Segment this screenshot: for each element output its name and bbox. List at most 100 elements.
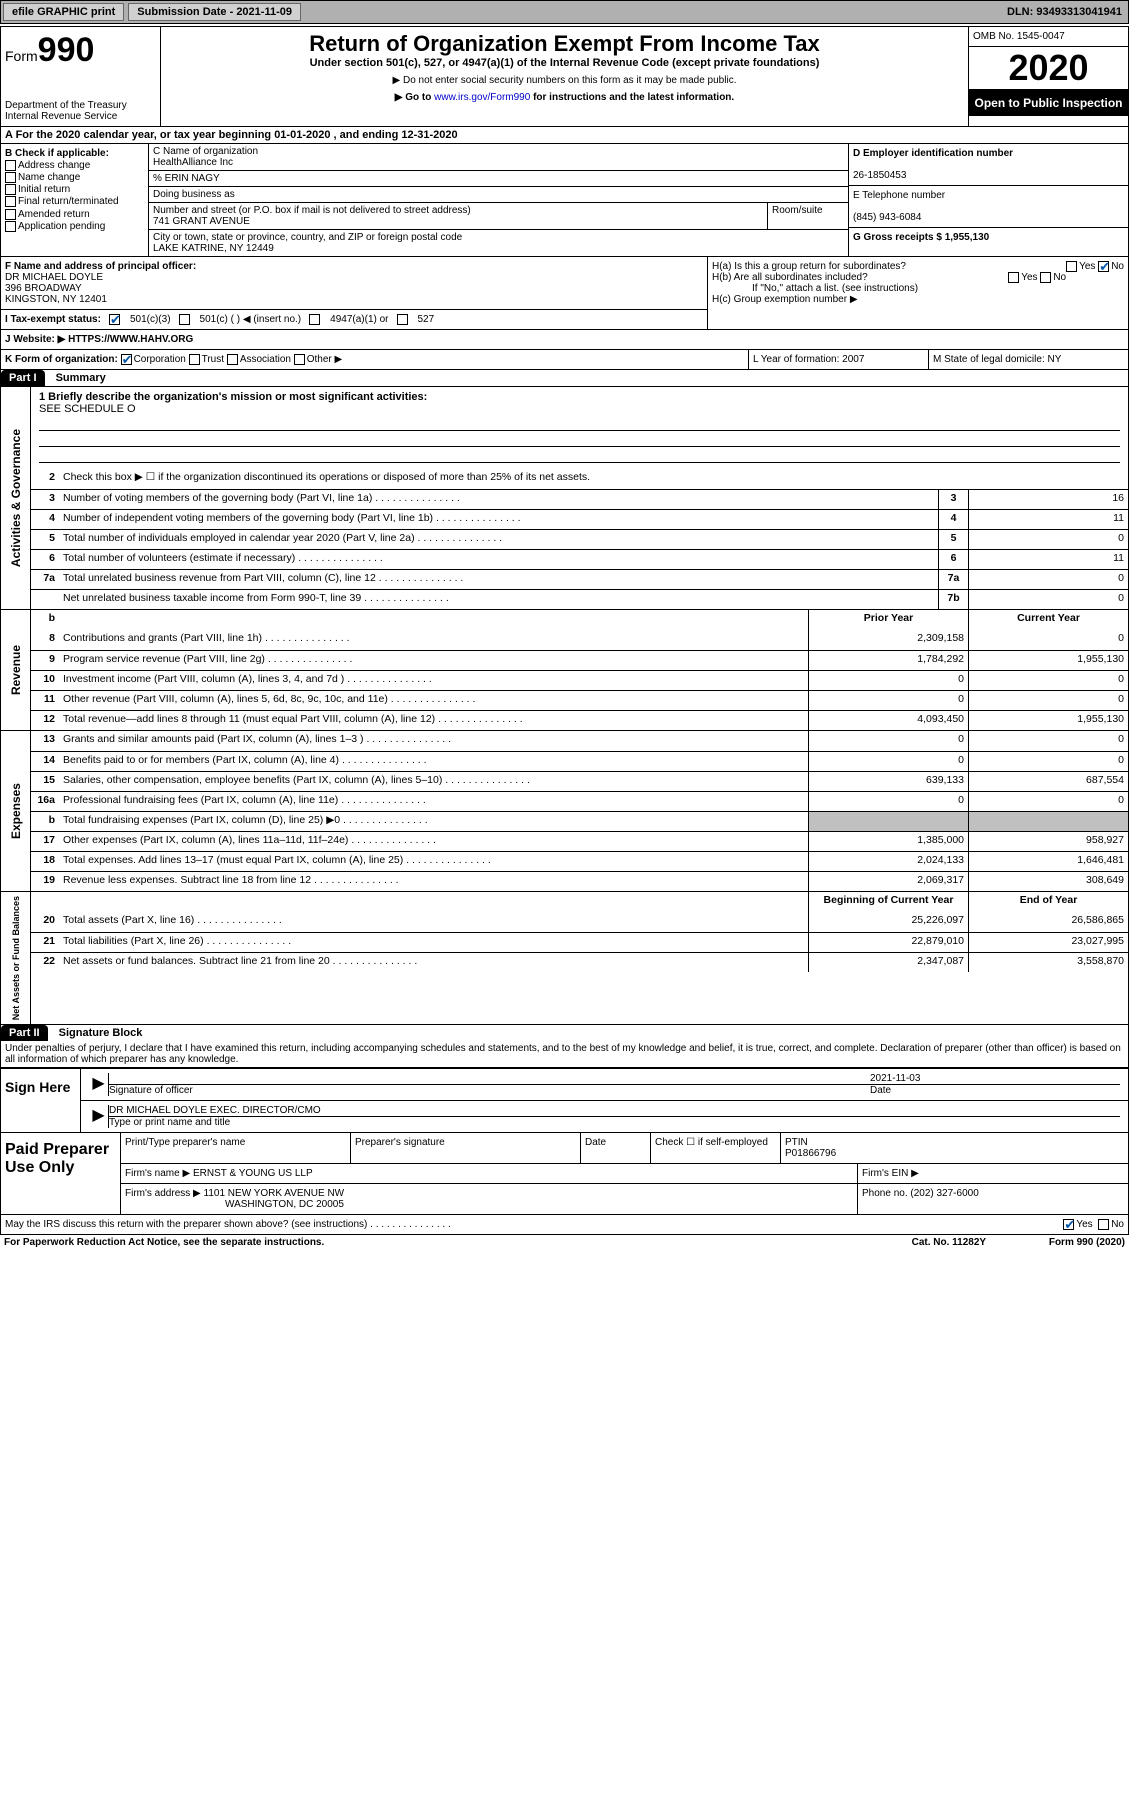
line-num: 19	[31, 872, 59, 891]
tax-status-label: I Tax-exempt status:	[5, 314, 101, 325]
submission-date-button[interactable]: Submission Date - 2021-11-09	[128, 3, 301, 21]
cb-application-pending[interactable]	[5, 221, 16, 232]
cb-name-change[interactable]	[5, 172, 16, 183]
efile-button[interactable]: efile GRAPHIC print	[3, 3, 124, 21]
ha-label: H(a) Is this a group return for subordin…	[712, 261, 906, 272]
current-year-value: 0	[968, 691, 1128, 710]
k-label: K Form of organization:	[5, 354, 118, 365]
cb-amended-return[interactable]	[5, 209, 16, 220]
end-year-hdr: End of Year	[968, 892, 1128, 912]
ein-label: D Employer identification number	[853, 148, 1013, 159]
firm-name-label: Firm's name ▶	[125, 1168, 190, 1179]
line-value: 11	[968, 550, 1128, 569]
cb-4947[interactable]	[309, 314, 320, 325]
current-year-value: 3,558,870	[968, 953, 1128, 972]
prior-year-value: 2,309,158	[808, 630, 968, 650]
prior-year-value: 0	[808, 752, 968, 771]
gross-receipts: G Gross receipts $ 1,955,130	[853, 232, 989, 243]
cb-ha-no[interactable]	[1098, 261, 1109, 272]
line-num: 11	[31, 691, 59, 710]
row-a-tax-year: A For the 2020 calendar year, or tax yea…	[1, 127, 1128, 144]
line-box: 7a	[938, 570, 968, 589]
mission-answer: SEE SCHEDULE O	[39, 403, 136, 415]
cb-501c3[interactable]	[109, 314, 120, 325]
line-num: 15	[31, 772, 59, 791]
current-year-value: 0	[968, 671, 1128, 690]
line-text: Total liabilities (Part X, line 26)	[59, 933, 808, 952]
prior-year-value: 2,069,317	[808, 872, 968, 891]
ptin-value: P01866796	[785, 1148, 836, 1159]
line-num: 21	[31, 933, 59, 952]
line-text: Benefits paid to or for members (Part IX…	[59, 752, 808, 771]
firm-addr2: WASHINGTON, DC 20005	[125, 1199, 344, 1210]
form-title: Return of Organization Exempt From Incom…	[165, 31, 964, 57]
irs-link[interactable]: www.irs.gov/Form990	[434, 92, 530, 103]
line-b-stub: b	[31, 610, 59, 630]
hc-label: H(c) Group exemption number ▶	[712, 294, 1124, 305]
line-value: 0	[968, 590, 1128, 609]
line-num: 6	[31, 550, 59, 569]
cb-address-change[interactable]	[5, 160, 16, 171]
cb-final-return[interactable]	[5, 196, 16, 207]
cb-corp[interactable]	[121, 354, 132, 365]
current-year-value: 0	[968, 630, 1128, 650]
state-domicile: M State of legal domicile: NY	[928, 350, 1128, 369]
cb-trust[interactable]	[189, 354, 200, 365]
prior-year-value: 639,133	[808, 772, 968, 791]
cb-501c[interactable]	[179, 314, 190, 325]
care-of: % ERIN NAGY	[149, 171, 848, 187]
cb-assoc[interactable]	[227, 354, 238, 365]
open-inspection: Open to Public Inspection	[969, 90, 1128, 116]
cb-initial-return[interactable]	[5, 184, 16, 195]
line-value: 16	[968, 490, 1128, 509]
line-num: 7a	[31, 570, 59, 589]
officer-sig-label: Signature of officer	[109, 1084, 870, 1096]
cb-discuss-no[interactable]	[1098, 1219, 1109, 1230]
tax-year: 2020	[969, 47, 1128, 90]
prior-year-value: 0	[808, 792, 968, 811]
prior-year-value: 4,093,450	[808, 711, 968, 730]
line-text: Total assets (Part X, line 16)	[59, 912, 808, 932]
cb-hb-no[interactable]	[1040, 272, 1051, 283]
paperwork-notice: For Paperwork Reduction Act Notice, see …	[4, 1237, 849, 1248]
prior-year-value: 25,226,097	[808, 912, 968, 932]
current-year-hdr: Current Year	[968, 610, 1128, 630]
tel-value: (845) 943-6084	[853, 212, 921, 223]
line-text: Total expenses. Add lines 13–17 (must eq…	[59, 852, 808, 871]
part2-title: Signature Block	[51, 1025, 151, 1041]
line-value: 11	[968, 510, 1128, 529]
cb-ha-yes[interactable]	[1066, 261, 1077, 272]
firm-phone: Phone no. (202) 327-6000	[858, 1184, 1128, 1214]
section-b-checkboxes: B Check if applicable: Address change Na…	[1, 144, 149, 256]
discuss-question: May the IRS discuss this return with the…	[5, 1219, 1063, 1230]
cb-hb-yes[interactable]	[1008, 272, 1019, 283]
line-box: 6	[938, 550, 968, 569]
tel-label: E Telephone number	[853, 190, 945, 201]
org-name: HealthAlliance Inc	[153, 157, 233, 168]
begin-year-hdr: Beginning of Current Year	[808, 892, 968, 912]
line-value: 0	[968, 570, 1128, 589]
dba-label: Doing business as	[149, 187, 848, 203]
officer-name: DR MICHAEL DOYLE EXEC. DIRECTOR/CMO	[109, 1105, 321, 1116]
form-subtitle: Under section 501(c), 527, or 4947(a)(1)…	[165, 57, 964, 69]
prior-year-value: 22,879,010	[808, 933, 968, 952]
line-text: Total unrelated business revenue from Pa…	[59, 570, 938, 589]
sig-date: 2021-11-03	[870, 1073, 920, 1084]
prior-year-value: 2,347,087	[808, 953, 968, 972]
year-formation: L Year of formation: 2007	[748, 350, 928, 369]
sign-here-label: Sign Here	[1, 1069, 81, 1132]
cb-other[interactable]	[294, 354, 305, 365]
current-year-value: 958,927	[968, 832, 1128, 851]
cb-discuss-yes[interactable]	[1063, 1219, 1074, 1230]
part1-title: Summary	[48, 370, 114, 386]
line-num: 12	[31, 711, 59, 730]
line-num: 16a	[31, 792, 59, 811]
cb-527[interactable]	[397, 314, 408, 325]
line-num: 18	[31, 852, 59, 871]
firm-ein-label: Firm's EIN ▶	[858, 1164, 1128, 1183]
form-990-page: Form990 Department of the Treasury Inter…	[0, 26, 1129, 1069]
line-text: Salaries, other compensation, employee b…	[59, 772, 808, 791]
instructions-note: ▶ Go to www.irs.gov/Form990 for instruct…	[165, 92, 964, 103]
firm-addr1: 1101 NEW YORK AVENUE NW	[204, 1188, 345, 1199]
website-label: J Website: ▶	[5, 334, 65, 345]
